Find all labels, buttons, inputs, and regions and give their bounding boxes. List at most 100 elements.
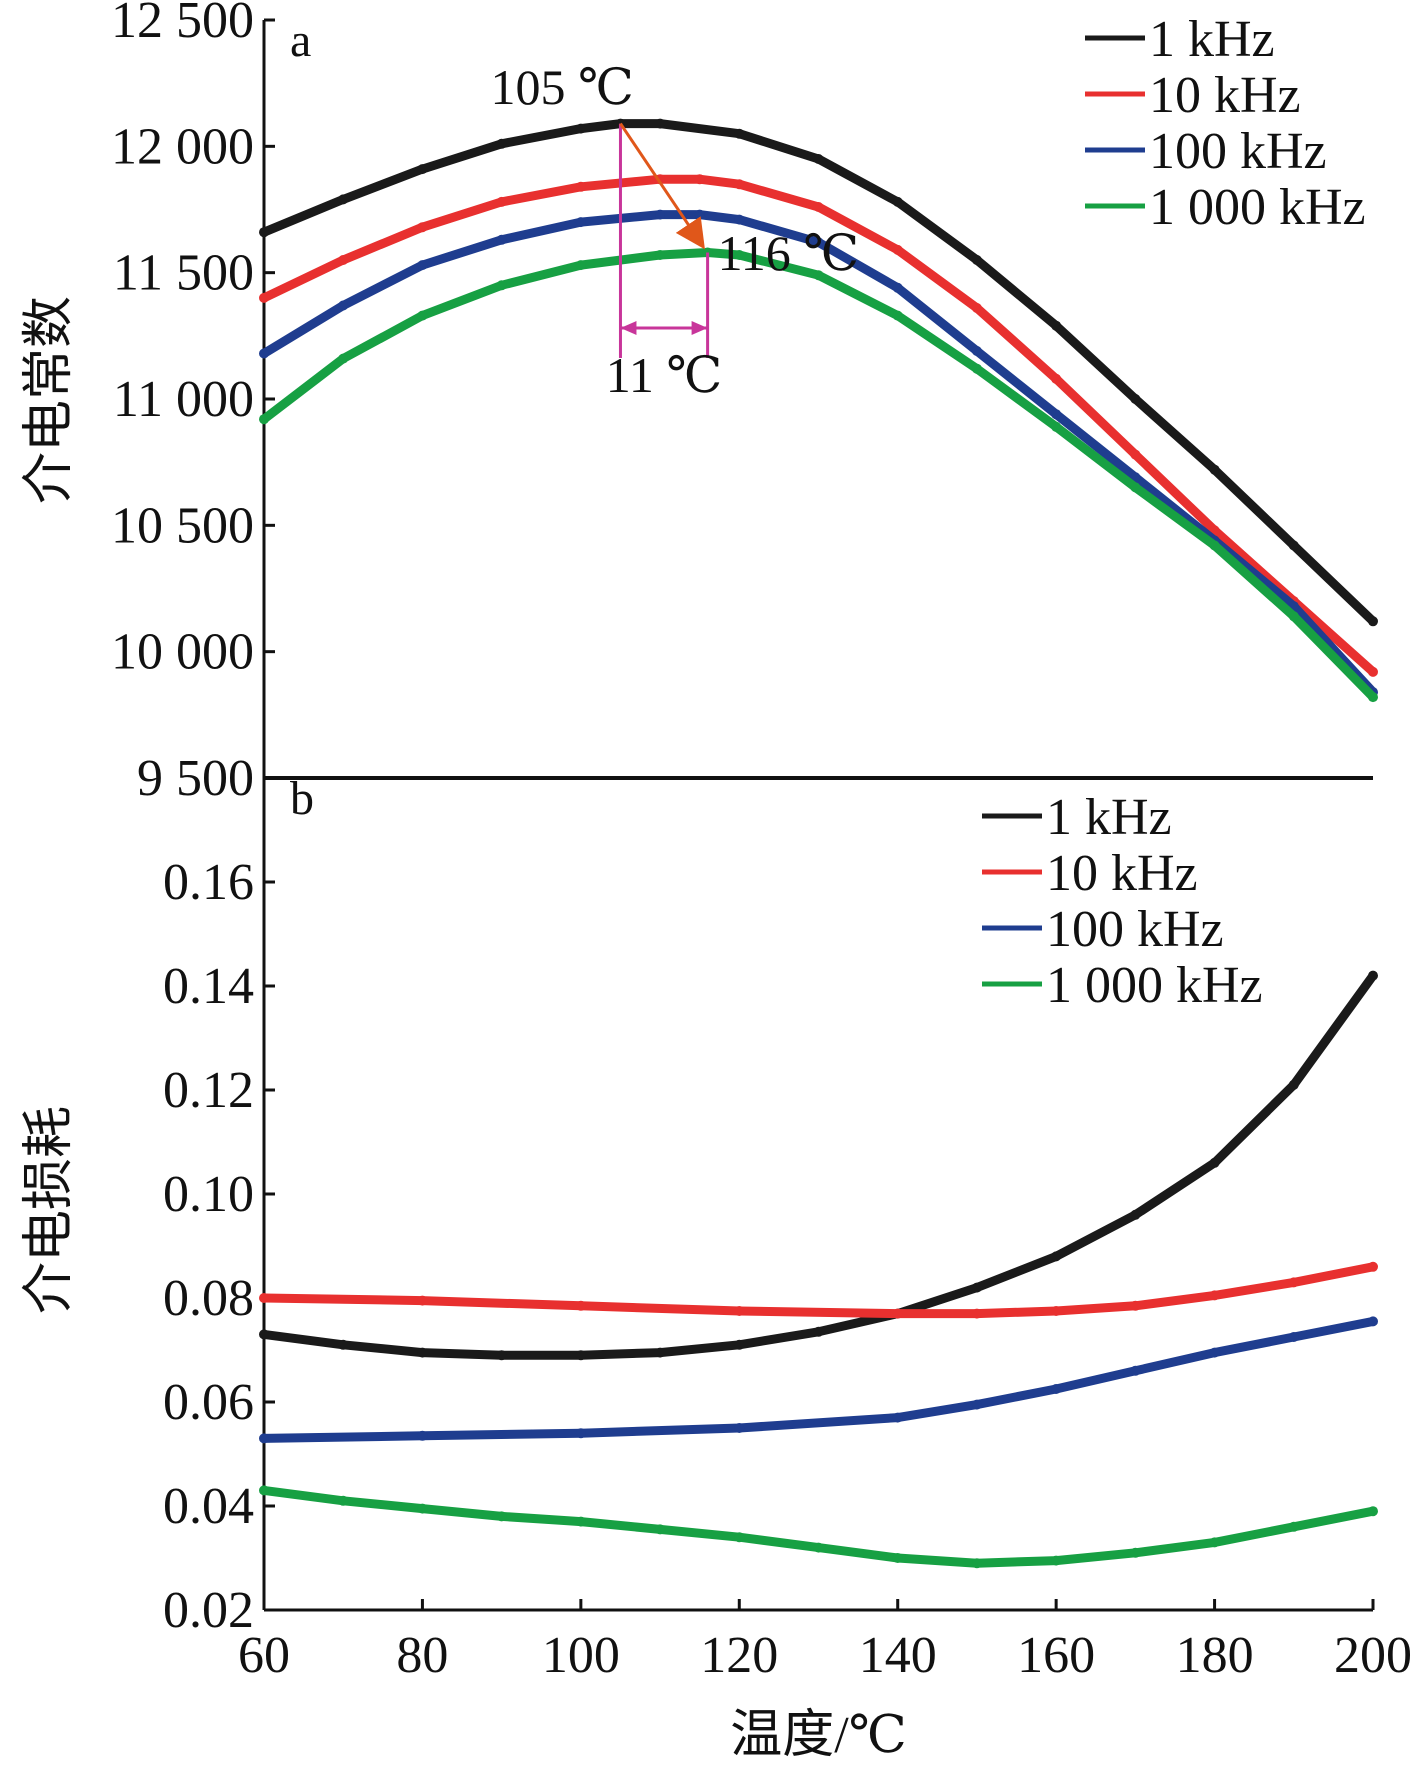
- panel-a-data-point-10-khz: [575, 181, 586, 192]
- panel-b-x-tick-label: 60: [238, 1627, 290, 1684]
- panel-a-data-point-100-khz: [1051, 409, 1062, 420]
- panel-b-data-point-1-000-khz: [1368, 1506, 1378, 1517]
- panel-a-data-point-10-khz: [496, 196, 507, 207]
- panel-b-data-point-1-khz: [1368, 970, 1378, 981]
- panel-a-data-point-1-000-khz: [813, 270, 824, 281]
- panel-a-data-point-1-khz: [338, 194, 349, 205]
- panel-a-data-point-10-khz: [892, 244, 903, 255]
- panel-a-series-group: [259, 118, 1378, 703]
- panel-a-panel-letter: a: [290, 14, 311, 67]
- panel-b-data-point-10-khz: [1368, 1261, 1378, 1272]
- panel-b-data-point-100-khz: [971, 1399, 982, 1410]
- panel-a-data-point-100-khz: [694, 209, 705, 220]
- panel-a-data-point-1-000-khz: [417, 310, 428, 321]
- panel-b-data-point-1-khz: [575, 1350, 586, 1361]
- panel-a-data-point-100-khz: [338, 300, 349, 311]
- panel-a-y-tick-label: 11 000: [113, 371, 254, 428]
- panel-b-data-point-100-khz: [575, 1428, 586, 1439]
- panel-b-data-point-10-khz: [259, 1293, 269, 1303]
- panel-a-data-point-10-khz: [694, 174, 705, 185]
- panel-b-data-point-10-khz: [734, 1306, 745, 1316]
- panel-b-data-point-100-khz: [1288, 1332, 1299, 1342]
- panel-a-data-point-1-000-khz: [971, 363, 982, 374]
- panel-b-dielectric-loss: 0.16 0.14 0.12 0.10 0.08 0.06 0.04 0.02 介电损耗 b 60 8…: [21, 772, 1412, 1764]
- panel-a-data-point-100-khz: [734, 214, 745, 225]
- panel-a-data-point-100-khz: [813, 237, 824, 248]
- panel-a-data-point-1-000-khz: [1051, 421, 1062, 432]
- panel-a-data-point-100-khz: [417, 260, 428, 271]
- panel-b-data-point-100-khz: [259, 1433, 269, 1444]
- panel-b-data-point-1-000-khz: [259, 1485, 269, 1496]
- panel-b-data-point-1-000-khz: [1288, 1521, 1299, 1532]
- panel-b-y-tick-label: 0.16: [163, 854, 254, 911]
- panel-a-data-point-1-khz: [259, 227, 269, 238]
- panel-b-series-line-100-khz: [259, 1316, 1378, 1443]
- bracket-left-arrow-icon: [620, 321, 637, 335]
- panel-a-data-point-1-khz: [1288, 540, 1299, 551]
- panel-b-data-point-1-khz: [1209, 1157, 1220, 1168]
- panel-b-y-tick-label: 0.14: [163, 958, 254, 1015]
- panel-a-data-point-1-000-khz: [655, 250, 666, 260]
- panel-b-data-point-1-000-khz: [496, 1511, 507, 1522]
- panel-b-y-tick-label: 0.02: [163, 1582, 254, 1639]
- panel-b-data-point-100-khz: [1130, 1365, 1141, 1376]
- panel-b-data-point-1-khz: [971, 1282, 982, 1293]
- panel-a-data-point-1-000-khz: [575, 260, 586, 271]
- panel-a-data-point-1-khz: [496, 138, 507, 149]
- panel-b-data-point-1-khz: [338, 1339, 349, 1350]
- panel-b-data-point-10-khz: [1288, 1277, 1299, 1288]
- panel-b-legend-label-100-khz: 100 kHz: [1046, 901, 1224, 958]
- peak-shift-arrow: [619, 122, 705, 250]
- panel-b-data-point-10-khz: [1051, 1306, 1062, 1316]
- panel-a-data-point-1-khz: [1209, 464, 1220, 475]
- panel-b-data-point-100-khz: [417, 1430, 428, 1441]
- panel-a-data-point-1-000-khz: [1368, 692, 1378, 703]
- panel-b-data-point-1-000-khz: [1051, 1555, 1062, 1566]
- panel-a-data-point-1-khz: [1130, 394, 1141, 404]
- panel-a-data-point-1-khz: [655, 118, 666, 129]
- panel-b-series-line-10-khz: [259, 1262, 1378, 1319]
- panel-a-data-point-1-000-khz: [496, 280, 507, 291]
- panel-b-y-tick-label: 0.12: [163, 1062, 254, 1119]
- panel-a-data-point-10-khz: [734, 179, 745, 190]
- panel-a-data-point-100-khz: [259, 348, 269, 359]
- panel-b-data-point-10-khz: [1209, 1290, 1220, 1301]
- panel-b-y-tick-label: 0.06: [163, 1374, 254, 1431]
- panel-b-data-point-1-000-khz: [338, 1495, 349, 1506]
- panel-a-data-point-1-khz: [971, 255, 982, 265]
- bracket-right-arrow-icon: [691, 321, 708, 335]
- panel-b-axes: 0.16 0.14 0.12 0.10 0.08 0.06 0.04 0.02 介电损耗 b 60 8…: [21, 772, 1412, 1764]
- panel-b-legend-label-1-000-khz: 1 000 kHz: [1046, 957, 1263, 1014]
- panel-b-legend-label-1-khz: 1 kHz: [1046, 789, 1172, 846]
- panel-a-y-axis-title: 介电常数: [21, 296, 78, 504]
- panel-a-legend-label-10-khz: 10 kHz: [1149, 67, 1301, 124]
- panel-a-y-tick-label: 10 000: [111, 624, 254, 681]
- panel-b-legend-label-10-khz: 10 kHz: [1046, 845, 1198, 902]
- panel-a-data-point-10-khz: [338, 255, 349, 265]
- panel-a-data-point-1-khz: [1368, 616, 1378, 627]
- panel-a-data-point-1-khz: [734, 128, 745, 139]
- panel-b-data-point-100-khz: [1051, 1384, 1062, 1394]
- panel-b-data-point-1-000-khz: [813, 1542, 824, 1553]
- panel-a-data-point-1-khz: [575, 123, 586, 134]
- panel-a-series-line-10-khz: [259, 174, 1378, 677]
- panel-b-y-axis-title: 介电损耗: [21, 1106, 78, 1314]
- panel-b-data-point-1-khz: [734, 1339, 745, 1350]
- panel-a-series-line-100-khz: [259, 210, 1378, 697]
- panel-b-data-point-1-000-khz: [971, 1558, 982, 1569]
- panel-a-data-point-100-khz: [971, 346, 982, 356]
- annotation-11c-label: 11 ℃: [606, 347, 723, 403]
- panel-b-y-tick-label: 0.10: [163, 1166, 254, 1223]
- panel-b-x-tick-label: 120: [700, 1627, 778, 1684]
- panel-b-x-tick-label: 80: [396, 1627, 448, 1684]
- panel-a-data-point-1-khz: [1051, 320, 1062, 331]
- panel-b-data-point-1-000-khz: [734, 1532, 745, 1543]
- panel-b-data-point-1-khz: [1051, 1251, 1062, 1262]
- panel-b-data-point-10-khz: [892, 1308, 903, 1319]
- panel-b-data-point-100-khz: [734, 1423, 745, 1433]
- panel-b-y-tick-label: 0.08: [163, 1270, 254, 1327]
- panel-a-data-point-1-000-khz: [1130, 482, 1141, 493]
- panel-a-data-point-10-khz: [1051, 373, 1062, 384]
- annotation-105c-label: 105 ℃: [490, 59, 633, 115]
